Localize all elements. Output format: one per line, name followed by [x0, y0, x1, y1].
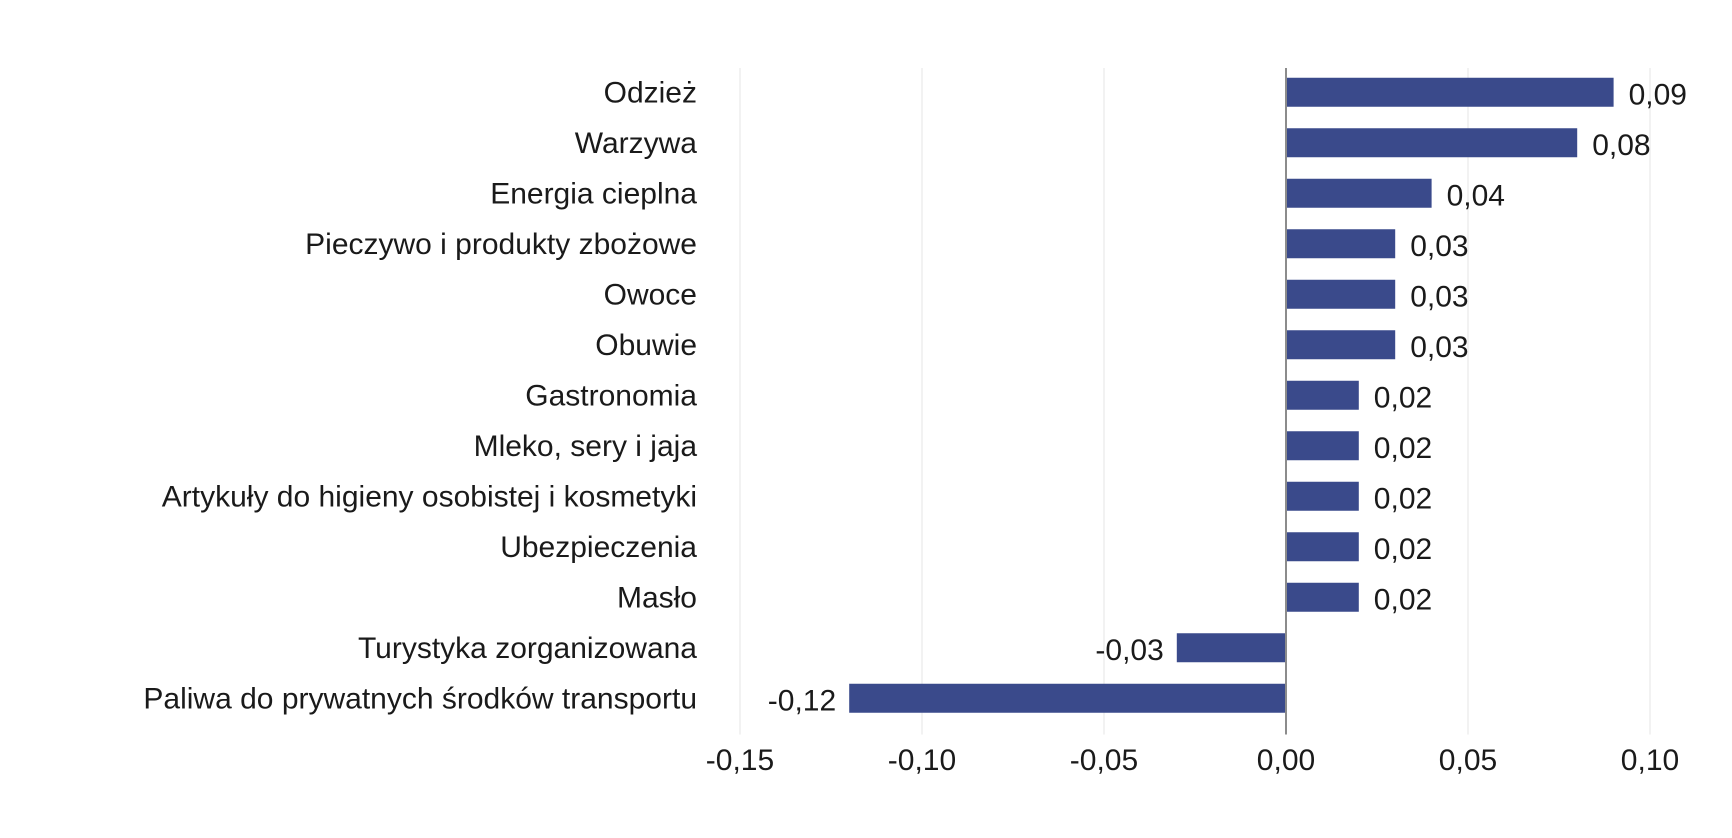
x-tick-label: 0,00 — [1257, 744, 1315, 777]
bars — [849, 77, 1614, 713]
bar — [1286, 178, 1432, 208]
data-label: 0,02 — [1374, 482, 1432, 515]
category-label: Energia cieplna — [490, 177, 697, 210]
category-label: Paliwa do prywatnych środków transportu — [143, 682, 697, 715]
data-label: -0,12 — [768, 684, 836, 717]
data-label: -0,03 — [1095, 634, 1163, 667]
bar — [1286, 481, 1359, 511]
bar — [1286, 229, 1396, 259]
bar — [1286, 128, 1578, 158]
x-tick-labels: -0,15 -0,10 -0,05 0,00 0,05 0,10 — [706, 744, 1679, 777]
category-label: Owoce — [604, 278, 697, 311]
data-label: 0,03 — [1410, 280, 1468, 313]
category-label: Artykuły do higieny osobistej i kosmetyk… — [162, 480, 697, 513]
bar — [1286, 532, 1359, 562]
category-label: Gastronomia — [525, 379, 697, 412]
category-label: Mleko, sery i jaja — [474, 430, 698, 463]
data-label: 0,09 — [1629, 78, 1687, 111]
bar — [1286, 77, 1614, 107]
bar — [1286, 279, 1396, 309]
category-label: Odzież — [604, 76, 697, 109]
category-label: Ubezpieczenia — [500, 531, 697, 564]
x-tick-label: -0,05 — [1070, 744, 1138, 777]
bar — [1286, 330, 1396, 360]
gridlines — [739, 68, 1651, 735]
bar — [1286, 431, 1359, 461]
bar — [1286, 380, 1359, 410]
data-label: 0,03 — [1410, 331, 1468, 364]
bar — [849, 683, 1286, 713]
category-label: Pieczywo i produkty zbożowe — [305, 228, 697, 261]
data-label: 0,03 — [1410, 230, 1468, 263]
category-labels: Odzież Warzywa Energia cieplna Pieczywo i p… — [143, 76, 697, 715]
x-tick-label: 0,10 — [1621, 744, 1679, 777]
category-label: Masło — [617, 581, 697, 614]
data-label: 0,02 — [1374, 381, 1432, 414]
data-label: 0,02 — [1374, 583, 1432, 616]
category-label: Turystyka zorganizowana — [358, 632, 697, 665]
data-label: 0,04 — [1447, 179, 1505, 212]
category-label: Warzywa — [575, 127, 698, 160]
x-tick-label: -0,10 — [888, 744, 956, 777]
bar — [1176, 633, 1286, 663]
value-labels: 0,09 0,08 0,04 0,03 0,03 0,03 0,02 0,02 0,02 0,02… — [768, 78, 1687, 717]
data-label: 0,08 — [1592, 129, 1650, 162]
x-tick-label: 0,05 — [1439, 744, 1497, 777]
data-label: 0,02 — [1374, 533, 1432, 566]
x-tick-label: -0,15 — [706, 744, 774, 777]
data-label: 0,02 — [1374, 432, 1432, 465]
category-label: Obuwie — [595, 329, 697, 362]
bar — [1286, 582, 1359, 612]
